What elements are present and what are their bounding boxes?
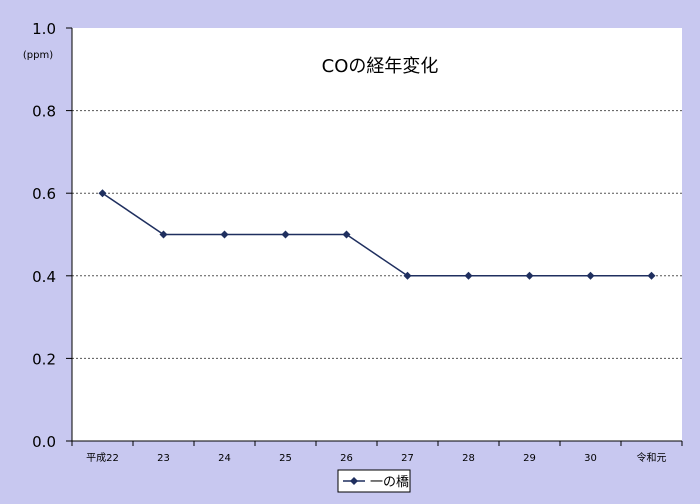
data-point xyxy=(342,230,351,239)
tick-labels: 0.0 0.2 0.4 0.6 0.8 1.0 平成22 23 24 25 26 27 28 29 30 令和… xyxy=(32,20,666,464)
legend-box xyxy=(337,469,411,493)
data-point xyxy=(586,271,595,280)
data-point xyxy=(647,271,656,280)
x-tick-label: 28 xyxy=(462,453,475,464)
data-point xyxy=(159,230,168,239)
axes xyxy=(66,27,683,446)
y-tick-label: 1.0 xyxy=(32,20,56,38)
x-tick-label: 平成22 xyxy=(86,452,119,464)
y-tick-label: 0.4 xyxy=(32,268,56,286)
x-tick-label: 23 xyxy=(157,453,170,464)
data-point xyxy=(464,271,473,280)
data-point xyxy=(525,271,534,280)
data-point xyxy=(98,189,107,198)
x-tick-label: 29 xyxy=(523,453,536,464)
y-tick-label: 0.6 xyxy=(32,185,56,203)
data-point xyxy=(281,230,290,239)
x-tick-label: 25 xyxy=(279,453,292,464)
y-axis-unit-label: (ppm) xyxy=(23,50,53,61)
y-tick-label: 0.2 xyxy=(32,350,56,368)
x-tick-label: 30 xyxy=(584,453,597,464)
series-layer xyxy=(98,189,656,280)
y-tick-label: 0.8 xyxy=(32,103,56,121)
x-tick-label: 27 xyxy=(401,453,414,464)
legend-diamond-icon xyxy=(350,477,358,485)
y-tick-label: 0.0 xyxy=(32,433,56,451)
series-line xyxy=(102,192,652,277)
legend-label: 一の橋 xyxy=(370,475,409,490)
data-point xyxy=(220,230,229,239)
x-tick-label: 26 xyxy=(340,453,353,464)
legend: 一の橋 xyxy=(337,469,411,493)
x-tick-label: 令和元 xyxy=(637,451,667,464)
chart-title: COの経年変化 xyxy=(322,56,439,77)
x-tick-label: 24 xyxy=(218,453,231,464)
data-point xyxy=(403,271,412,280)
